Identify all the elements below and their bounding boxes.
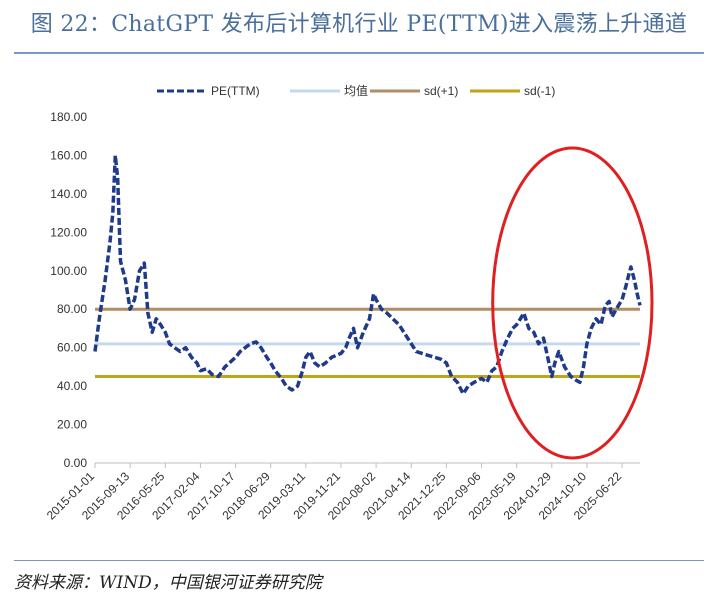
x-axis: 2015-01-012015-09-132016-05-252017-02-04…	[44, 462, 640, 523]
title-rule	[14, 52, 704, 54]
source-note: 资料来源：WIND，中国银河证券研究院	[14, 573, 322, 593]
source-rule	[14, 560, 704, 561]
legend-mean-label: 均值	[344, 83, 368, 98]
y-tick-label: 60.00	[57, 341, 87, 355]
pe-ttm-line	[93, 153, 642, 396]
y-tick-label: 160.00	[50, 148, 87, 162]
legend-sd-plus-label: sd(+1)	[424, 84, 458, 98]
y-tick-label: 40.00	[57, 379, 87, 393]
y-tick-label: 80.00	[57, 302, 87, 316]
y-axis: 0.00 20.00 40.00 60.00 80.00 100.00 120.00 140.…	[50, 110, 87, 470]
y-tick-label: 100.00	[50, 264, 87, 278]
y-tick-label: 20.00	[57, 418, 87, 432]
annotation-layer	[491, 146, 654, 460]
chart-legend: PE(TTM) 均值 sd(+1) sd(-1)	[157, 83, 555, 98]
highlight-ellipse	[491, 146, 654, 460]
y-tick-label: 180.00	[50, 110, 87, 124]
y-tick-label: 0.00	[64, 456, 88, 470]
legend-pe-label: PE(TTM)	[211, 84, 260, 98]
pe-series	[93, 153, 642, 396]
figure-title: 图 22：ChatGPT 发布后计算机行业 PE(TTM)进入震荡上升通道	[30, 12, 688, 37]
y-tick-label: 120.00	[50, 225, 87, 239]
legend-sd-minus-label: sd(-1)	[524, 84, 555, 98]
reference-lines	[95, 307, 640, 378]
y-tick-label: 140.00	[50, 187, 87, 201]
pe-chart: PE(TTM) 均值 sd(+1) sd(-1) 0.00 20.00 40.00 60.0…	[44, 83, 654, 523]
